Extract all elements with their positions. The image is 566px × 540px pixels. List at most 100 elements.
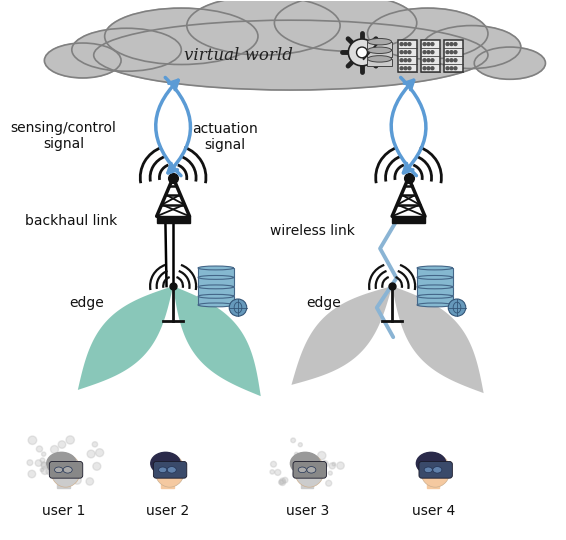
- Ellipse shape: [54, 467, 63, 472]
- Circle shape: [332, 462, 336, 466]
- Circle shape: [318, 451, 326, 460]
- Bar: [157, 217, 190, 223]
- Ellipse shape: [151, 453, 181, 475]
- Bar: [301, 479, 314, 488]
- Text: user 2: user 2: [146, 504, 189, 518]
- Text: edge: edge: [306, 296, 341, 310]
- Circle shape: [431, 67, 434, 70]
- Circle shape: [427, 67, 430, 70]
- Ellipse shape: [198, 275, 234, 279]
- Circle shape: [404, 59, 407, 62]
- Circle shape: [87, 450, 95, 458]
- Circle shape: [427, 43, 430, 45]
- Circle shape: [400, 67, 403, 70]
- Circle shape: [454, 43, 457, 45]
- Circle shape: [41, 462, 48, 469]
- Ellipse shape: [72, 28, 181, 71]
- Bar: [417, 287, 453, 295]
- Ellipse shape: [47, 453, 76, 475]
- Circle shape: [404, 67, 407, 70]
- Bar: [57, 479, 70, 488]
- Text: virtual world: virtual world: [185, 46, 293, 64]
- Circle shape: [446, 59, 449, 62]
- Circle shape: [448, 299, 466, 316]
- Circle shape: [423, 59, 426, 62]
- Bar: [198, 268, 234, 276]
- Circle shape: [291, 438, 295, 443]
- Circle shape: [298, 460, 306, 467]
- Circle shape: [450, 59, 453, 62]
- Circle shape: [400, 51, 403, 53]
- Circle shape: [450, 43, 453, 45]
- Ellipse shape: [290, 453, 320, 475]
- Ellipse shape: [63, 467, 72, 473]
- Bar: [367, 42, 392, 49]
- FancyBboxPatch shape: [419, 462, 452, 478]
- Circle shape: [36, 446, 42, 452]
- Bar: [397, 40, 417, 72]
- Polygon shape: [78, 286, 173, 390]
- Polygon shape: [173, 286, 261, 396]
- Ellipse shape: [158, 467, 167, 472]
- Text: user 1: user 1: [42, 504, 85, 518]
- Circle shape: [41, 467, 49, 475]
- Circle shape: [294, 453, 298, 456]
- Ellipse shape: [367, 38, 392, 45]
- Circle shape: [400, 43, 403, 45]
- Circle shape: [303, 456, 310, 462]
- Ellipse shape: [422, 25, 521, 69]
- Circle shape: [408, 67, 411, 70]
- Circle shape: [46, 469, 52, 475]
- Ellipse shape: [294, 454, 324, 487]
- Circle shape: [423, 43, 426, 45]
- Circle shape: [312, 473, 321, 482]
- Ellipse shape: [198, 303, 234, 307]
- Bar: [427, 479, 439, 488]
- Circle shape: [27, 460, 33, 465]
- Ellipse shape: [417, 285, 453, 289]
- Circle shape: [229, 299, 247, 316]
- Ellipse shape: [417, 294, 453, 298]
- Ellipse shape: [167, 467, 176, 473]
- Circle shape: [73, 476, 82, 484]
- Text: wireless link: wireless link: [270, 224, 355, 238]
- Ellipse shape: [367, 47, 392, 53]
- Circle shape: [446, 51, 449, 53]
- Circle shape: [446, 43, 449, 45]
- Ellipse shape: [187, 0, 340, 55]
- Circle shape: [298, 443, 302, 447]
- Bar: [367, 50, 392, 57]
- Bar: [161, 479, 174, 488]
- Circle shape: [35, 460, 42, 467]
- Polygon shape: [291, 286, 392, 385]
- Circle shape: [450, 51, 453, 53]
- Bar: [367, 59, 392, 66]
- Circle shape: [50, 446, 58, 454]
- Circle shape: [41, 452, 46, 456]
- Circle shape: [427, 51, 430, 53]
- Ellipse shape: [198, 294, 234, 298]
- Circle shape: [93, 462, 101, 470]
- Ellipse shape: [275, 0, 417, 51]
- Circle shape: [431, 43, 434, 45]
- Circle shape: [328, 471, 332, 475]
- Circle shape: [69, 467, 77, 474]
- Circle shape: [96, 449, 104, 457]
- Circle shape: [301, 468, 310, 477]
- Text: user 4: user 4: [411, 504, 455, 518]
- Ellipse shape: [298, 467, 306, 472]
- Ellipse shape: [44, 43, 121, 78]
- Ellipse shape: [417, 275, 453, 279]
- Ellipse shape: [307, 467, 316, 473]
- Bar: [417, 296, 453, 305]
- Ellipse shape: [417, 303, 453, 307]
- Ellipse shape: [367, 8, 488, 59]
- Text: user 3: user 3: [286, 504, 329, 518]
- Ellipse shape: [417, 453, 446, 475]
- Circle shape: [329, 463, 336, 469]
- Circle shape: [337, 462, 344, 469]
- Circle shape: [293, 471, 299, 477]
- Bar: [198, 296, 234, 305]
- Circle shape: [427, 59, 430, 62]
- Circle shape: [348, 39, 376, 66]
